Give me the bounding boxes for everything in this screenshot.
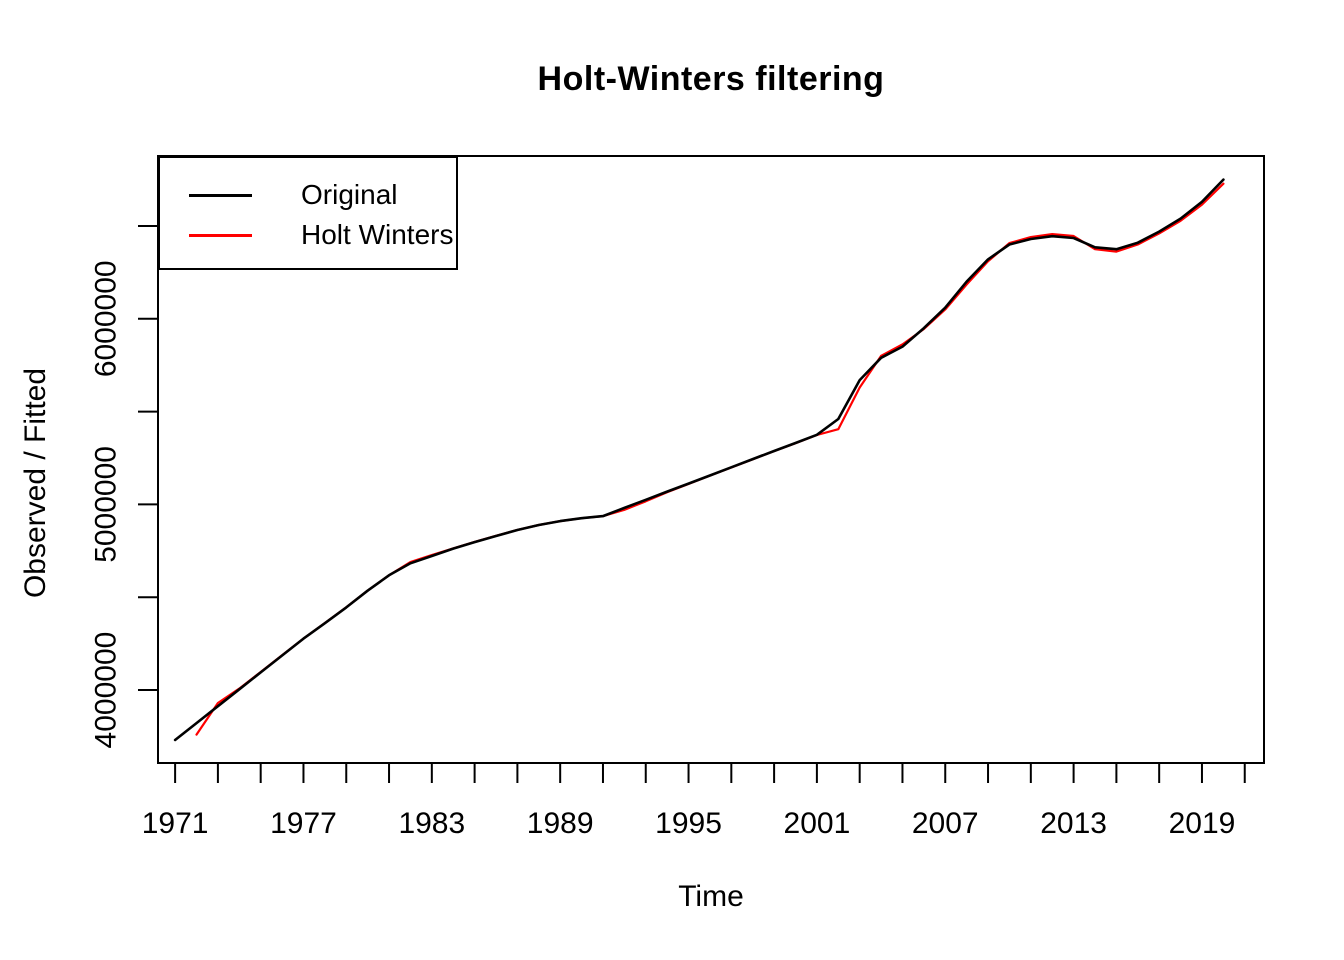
y-tick-label: 6000000	[90, 260, 123, 377]
original-line-swatch	[189, 193, 252, 197]
y-axis-title: Observed / Fitted	[19, 367, 52, 599]
x-tick-label: 1971	[142, 807, 209, 840]
legend-label-original: Original	[301, 179, 398, 210]
plot-border	[157, 155, 1265, 764]
y-tick-label: 5000000	[90, 446, 123, 563]
x-tick-label: 1989	[527, 807, 594, 840]
holt-winters-line-swatch	[189, 233, 252, 237]
x-tick-label: 2007	[912, 807, 979, 840]
legend-label-holt-winters: Holt Winters	[301, 219, 454, 250]
legend-item-holt-winters: Holt Winters	[160, 215, 456, 255]
legend-item-original: Original	[160, 175, 456, 215]
x-tick-label: 2001	[784, 807, 851, 840]
legend: Original Holt Winters	[158, 156, 458, 270]
x-tick-label: 1977	[270, 807, 337, 840]
x-tick-label: 1983	[398, 807, 465, 840]
y-tick-label: 4000000	[90, 632, 123, 749]
x-tick-label: 2019	[1169, 807, 1236, 840]
x-tick-label: 2013	[1040, 807, 1107, 840]
original-line	[173, 178, 1225, 742]
chart-title: Holt-Winters filtering	[537, 60, 885, 98]
x-axis-title: Time	[678, 880, 744, 913]
x-tick-label: 1995	[655, 807, 722, 840]
